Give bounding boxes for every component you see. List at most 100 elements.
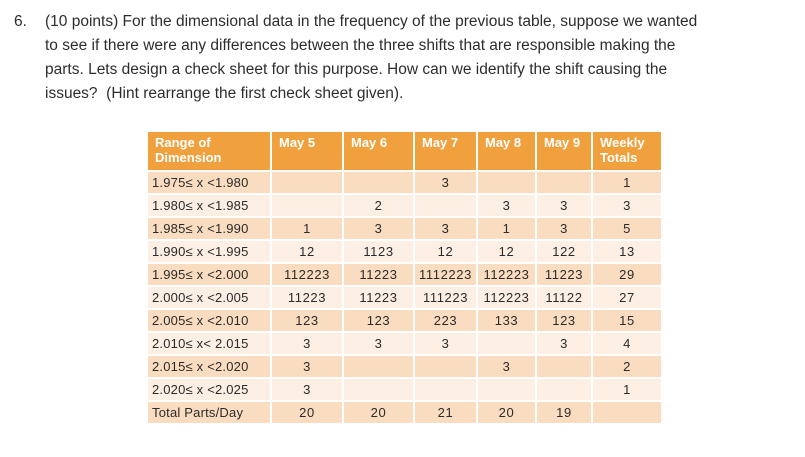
value-cell: 1123: [344, 241, 413, 262]
question-line: parts. Lets design a check sheet for thi…: [45, 61, 668, 78]
value-cell: 133: [478, 310, 535, 331]
value-cell: 112223: [478, 287, 535, 308]
value-cell: 3: [415, 172, 476, 193]
header-may-7: May 7: [415, 132, 476, 170]
value-cell: 3: [478, 356, 535, 377]
check-sheet-table: Range of Dimension May 5 May 6 May 7 May…: [146, 130, 663, 425]
table-row: 2.010≤ x< 2.015 3 3 3 3 4: [148, 333, 661, 354]
question-line: issues? (Hint rearrange the first check …: [45, 85, 404, 102]
value-cell: [537, 172, 591, 193]
header-may-5: May 5: [272, 132, 342, 170]
value-cell: 122: [537, 241, 591, 262]
value-cell: [537, 356, 591, 377]
value-cell: 21: [415, 402, 476, 423]
question-number: 6.: [14, 13, 27, 30]
value-cell: 1: [272, 218, 342, 239]
value-cell: 3: [415, 333, 476, 354]
value-cell: 27: [593, 287, 661, 308]
table-row: 1.990≤ x <1.995 12 1123 12 12 122 13: [148, 241, 661, 262]
value-cell: [272, 195, 342, 216]
value-cell: [344, 356, 413, 377]
table-row: 1.980≤ x <1.985 2 3 3 3: [148, 195, 661, 216]
table-row: 2.020≤ x <2.025 3 1: [148, 379, 661, 400]
table-row: 1.995≤ x <2.000 112223 11223 1112223 112223 1…: [148, 264, 661, 285]
value-cell: [344, 379, 413, 400]
question-line: (10 points) For the dimensional data in …: [45, 13, 698, 30]
value-cell: 3: [478, 195, 535, 216]
value-cell: 12: [272, 241, 342, 262]
question-text: (10 points) For the dimensional data in …: [45, 10, 697, 106]
value-cell: 112223: [272, 264, 342, 285]
row-label-cell: 1.990≤ x <1.995: [148, 241, 270, 262]
value-cell: 111223: [415, 287, 476, 308]
value-cell: 112223: [478, 264, 535, 285]
value-cell: 29: [593, 264, 661, 285]
value-cell: 11223: [344, 287, 413, 308]
row-label-cell: 2.015≤ x <2.020: [148, 356, 270, 377]
value-cell: 1: [593, 172, 661, 193]
value-cell: [593, 402, 661, 423]
row-label-cell: 1.985≤ x <1.990: [148, 218, 270, 239]
value-cell: 11223: [537, 264, 591, 285]
value-cell: [272, 172, 342, 193]
value-cell: 3: [344, 218, 413, 239]
value-cell: 15: [593, 310, 661, 331]
row-label-cell: 1.975≤ x <1.980: [148, 172, 270, 193]
table-row: 2.000≤ x <2.005 11223 11223 111223 112223 111…: [148, 287, 661, 308]
value-cell: [415, 379, 476, 400]
header-may-6: May 6: [344, 132, 413, 170]
value-cell: 123: [537, 310, 591, 331]
table-row: 1.985≤ x <1.990 1 3 3 1 3 5: [148, 218, 661, 239]
table-row: 2.005≤ x <2.010 123 123 223 133 123 15: [148, 310, 661, 331]
value-cell: [415, 195, 476, 216]
value-cell: 2: [593, 356, 661, 377]
value-cell: [478, 333, 535, 354]
value-cell: 11223: [344, 264, 413, 285]
question-block: 6. (10 points) For the dimensional data …: [0, 0, 805, 106]
value-cell: 20: [344, 402, 413, 423]
question-line: to see if there were any differences bet…: [45, 37, 676, 54]
value-cell: 3: [537, 195, 591, 216]
value-cell: 4: [593, 333, 661, 354]
value-cell: 12: [415, 241, 476, 262]
row-label-cell: 2.010≤ x< 2.015: [148, 333, 270, 354]
row-label-cell: 2.005≤ x <2.010: [148, 310, 270, 331]
header-range-of-dimension: Range of Dimension: [148, 132, 270, 170]
value-cell: 3: [344, 333, 413, 354]
row-label-cell: 1.995≤ x <2.000: [148, 264, 270, 285]
value-cell: 11223: [272, 287, 342, 308]
value-cell: 5: [593, 218, 661, 239]
table-row: Total Parts/Day 20 20 21 20 19: [148, 402, 661, 423]
value-cell: [344, 172, 413, 193]
value-cell: [537, 379, 591, 400]
value-cell: 223: [415, 310, 476, 331]
header-weekly-totals: Weekly Totals: [593, 132, 661, 170]
value-cell: 2: [344, 195, 413, 216]
value-cell: 3: [537, 218, 591, 239]
value-cell: 19: [537, 402, 591, 423]
value-cell: 1: [478, 218, 535, 239]
value-cell: [415, 356, 476, 377]
value-cell: 123: [272, 310, 342, 331]
value-cell: 3: [415, 218, 476, 239]
value-cell: 3: [593, 195, 661, 216]
value-cell: 12: [478, 241, 535, 262]
header-may-9: May 9: [537, 132, 591, 170]
value-cell: 3: [272, 356, 342, 377]
value-cell: [478, 379, 535, 400]
value-cell: 20: [272, 402, 342, 423]
table-row: 2.015≤ x <2.020 3 3 2: [148, 356, 661, 377]
table-row: 1.975≤ x <1.980 3 1: [148, 172, 661, 193]
value-cell: 3: [272, 333, 342, 354]
row-label-cell: Total Parts/Day: [148, 402, 270, 423]
value-cell: 1: [593, 379, 661, 400]
value-cell: 123: [344, 310, 413, 331]
value-cell: 3: [272, 379, 342, 400]
value-cell: 1112223: [415, 264, 476, 285]
value-cell: [478, 172, 535, 193]
value-cell: 3: [537, 333, 591, 354]
value-cell: 11122: [537, 287, 591, 308]
row-label-cell: 1.980≤ x <1.985: [148, 195, 270, 216]
row-label-cell: 2.000≤ x <2.005: [148, 287, 270, 308]
